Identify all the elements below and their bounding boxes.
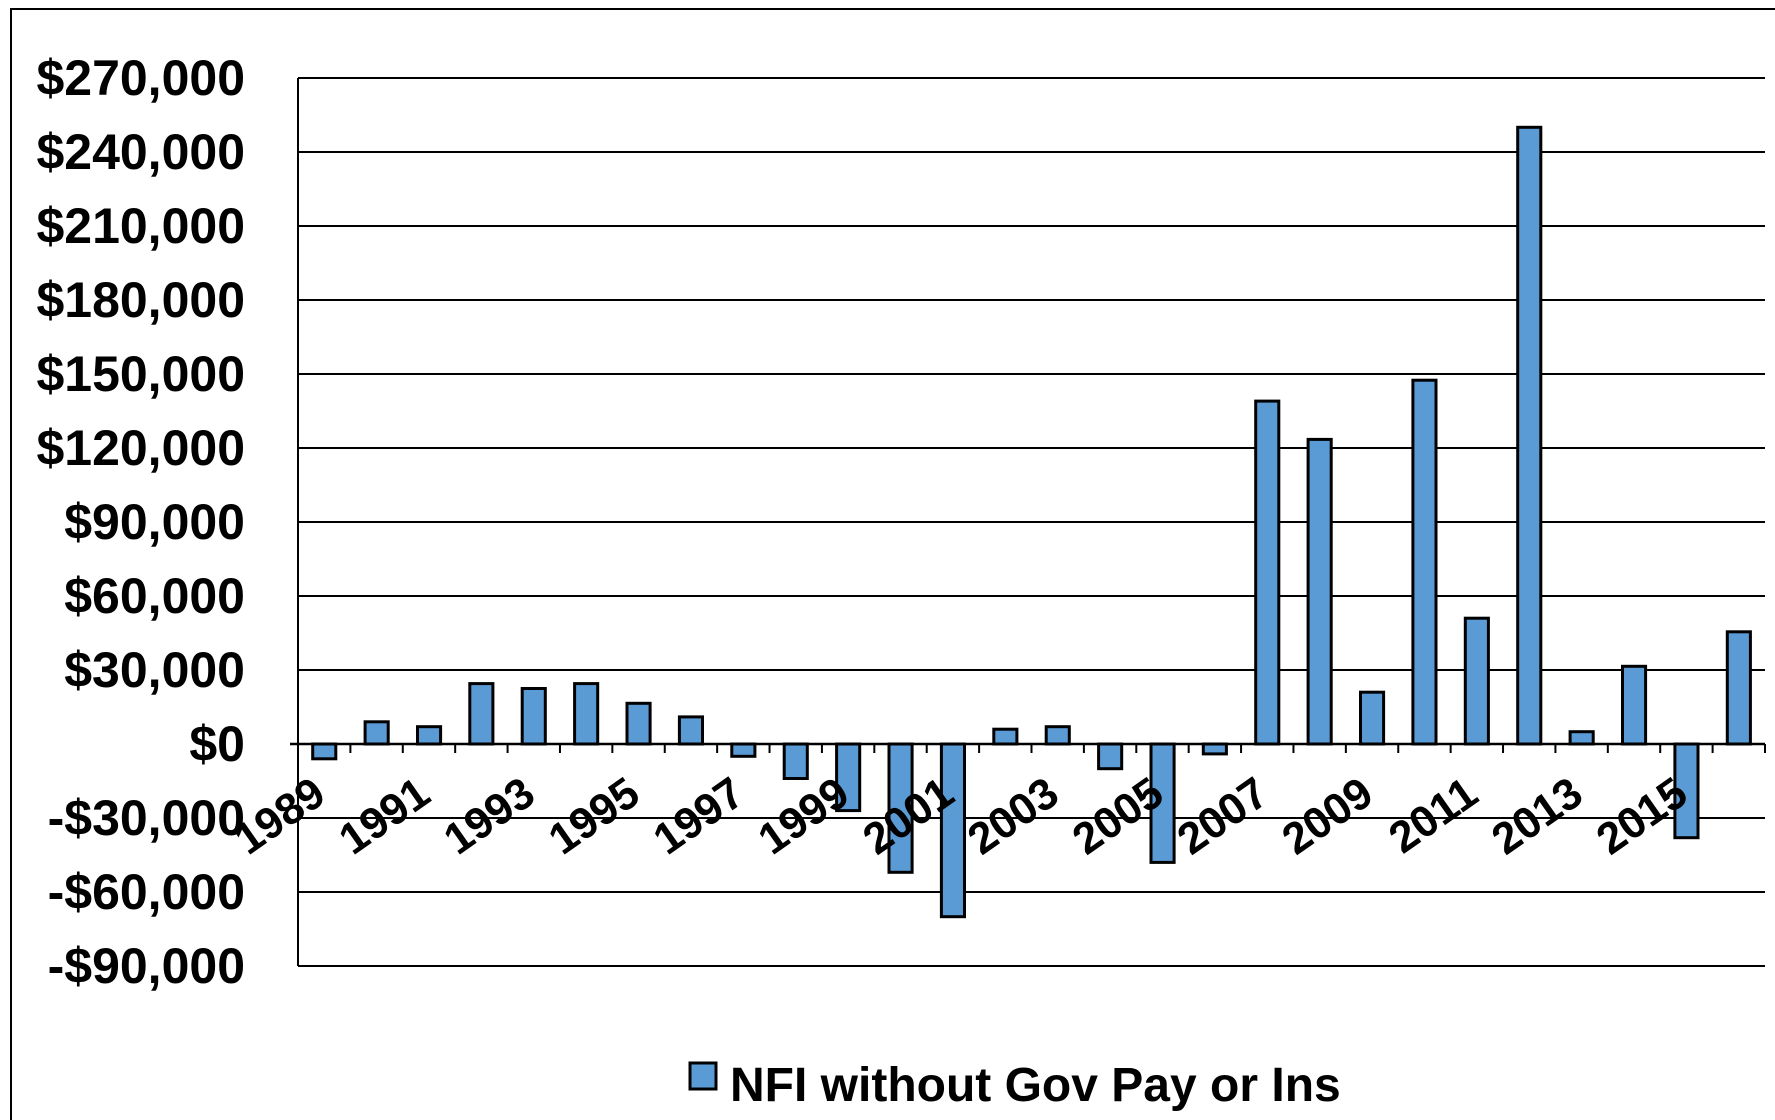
- x-tick-label: 1991: [330, 768, 438, 864]
- bar-1993: [520, 687, 547, 746]
- bar-2012: [1516, 125, 1543, 746]
- bar-2014: [1621, 664, 1648, 746]
- x-tick-label: 1995: [540, 768, 648, 864]
- x-tick-label: 2007: [1169, 768, 1277, 864]
- x-tick-label: 2003: [959, 768, 1067, 864]
- y-tick-label: $60,000: [64, 568, 245, 624]
- bar-2016: [1725, 630, 1752, 746]
- bar-1994: [573, 682, 600, 746]
- legend: NFI without Gov Pay or Ins: [688, 1059, 1341, 1112]
- bar-2004: [1097, 742, 1124, 771]
- y-tick-label: $0: [189, 716, 245, 772]
- y-tick-label: -$60,000: [48, 864, 245, 920]
- y-axis-ticks: $270,000 $240,000 $210,000 $180,000 $150,000…: [36, 50, 245, 994]
- bar-1998: [782, 742, 809, 780]
- bar-2001: [939, 742, 967, 919]
- bar-2013: [1568, 730, 1595, 746]
- x-tick-label: 1997: [645, 768, 753, 864]
- bar-1991: [416, 725, 443, 746]
- x-tick-label: 2009: [1273, 768, 1381, 864]
- bar-2002: [992, 727, 1019, 746]
- y-tick-label: $180,000: [36, 272, 245, 328]
- bar-2010: [1411, 378, 1438, 746]
- x-tick-label: 2011: [1380, 768, 1486, 863]
- y-tick-label: -$90,000: [48, 938, 245, 994]
- axes: [290, 78, 1766, 966]
- y-tick-label: $210,000: [36, 198, 245, 254]
- bar-1995: [625, 701, 652, 746]
- bar-2003: [1044, 725, 1071, 746]
- y-tick-label: $240,000: [36, 124, 245, 180]
- bar-1992: [468, 682, 495, 746]
- x-tick-label: 1989: [226, 768, 334, 864]
- y-tick-label: $30,000: [64, 642, 245, 698]
- legend-label: NFI without Gov Pay or Ins: [730, 1059, 1341, 1112]
- bar-2009: [1359, 690, 1386, 746]
- bar-1996: [677, 715, 705, 746]
- bar-1997: [730, 742, 757, 758]
- bar-2008: [1306, 437, 1333, 746]
- x-tick-label: 1993: [435, 768, 543, 864]
- bar-2006: [1201, 742, 1228, 756]
- bar-1989: [311, 742, 338, 761]
- y-tick-label: $120,000: [36, 420, 245, 476]
- y-tick-label: -$30,000: [48, 790, 245, 846]
- x-tick-label: 2013: [1483, 768, 1591, 864]
- bar-2007: [1254, 399, 1281, 746]
- legend-swatch: [688, 1061, 718, 1091]
- y-tick-label: $90,000: [64, 494, 245, 550]
- chart-frame: [10, 8, 1775, 1120]
- bar-1990: [363, 720, 390, 746]
- bar-2011: [1463, 616, 1490, 746]
- y-tick-label: $150,000: [36, 346, 245, 402]
- y-tick-label: $270,000: [36, 50, 245, 106]
